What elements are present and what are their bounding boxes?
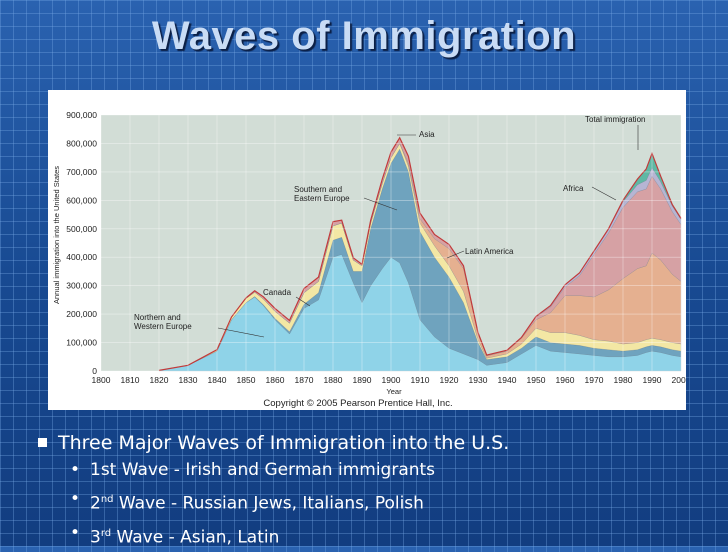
y-tick-label: 200,000 (66, 309, 97, 319)
y-axis-title: Annual immigration into the United State… (52, 166, 61, 304)
annotation-label-line2: Eastern Europe (294, 194, 350, 203)
dot-bullet-icon: • (70, 489, 81, 509)
annotation-label-line2: Western Europe (134, 322, 192, 331)
x-tick-label: 1860 (266, 375, 285, 385)
annotation-leader (295, 296, 311, 307)
x-tick-label: 1930 (469, 375, 488, 385)
y-tick-label: 400,000 (66, 252, 97, 262)
x-axis-title: Year (386, 387, 402, 396)
bullet-sub-1-text: 1st Wave - Irish and German immigrants (90, 460, 436, 480)
immigration-area-chart: 0 100,000 200,000 300,000 400,000 500,000 600,… (52, 95, 686, 409)
bullet-sub-2-num: 2 (90, 493, 101, 514)
annotation-leader (446, 250, 465, 259)
bullet-main-text: Three Major Waves of Immigration into th… (58, 432, 510, 454)
y-tick-label: 800,000 (66, 138, 97, 148)
copyright-text: Copyright © 2005 Pearson Prentice Hall, … (263, 398, 452, 409)
y-tick-label: 900,000 (66, 110, 97, 120)
x-tick-label: 1830 (179, 375, 198, 385)
x-tick-label: 1880 (324, 375, 343, 385)
annotation-label: Asia (419, 130, 435, 139)
bullet-list: Three Major Waves of Immigration into th… (38, 430, 718, 552)
x-tick-label: 1850 (237, 375, 256, 385)
y-tick-label: 100,000 (66, 338, 97, 348)
x-tick-label: 1800 (92, 375, 111, 385)
bullet-main: Three Major Waves of Immigration into th… (38, 430, 718, 456)
y-tick-label: 0 (92, 366, 97, 376)
annotation-label: Total immigration (585, 115, 645, 124)
y-tick-label: 600,000 (66, 195, 97, 205)
bullet-sub-3: • 3rd Wave - Asian, Latin (38, 519, 718, 552)
y-tick-label: 500,000 (66, 224, 97, 234)
x-tick-label: 1920 (440, 375, 459, 385)
x-tick-label: 1840 (208, 375, 227, 385)
annotation-label: Northern and (134, 313, 181, 322)
x-tick-label: 1900 (382, 375, 401, 385)
bullet-sub-3-sup: rd (100, 527, 112, 539)
x-tick-label: 1910 (411, 375, 430, 385)
y-tick-label: 300,000 (66, 281, 97, 291)
bullet-sub-3-num: 3 (90, 527, 101, 548)
dot-bullet-icon: • (70, 460, 81, 480)
annotation-leader (363, 197, 398, 211)
x-tick-label: 1870 (295, 375, 314, 385)
bullet-sub-3-text: Wave - Asian, Latin (111, 527, 280, 548)
x-tick-label: 1810 (121, 375, 140, 385)
x-tick-label: 2000 (672, 375, 686, 385)
bullet-sub-2-text: Wave - Russian Jews, Italians, Polish (113, 493, 424, 514)
x-tick-label: 1970 (585, 375, 604, 385)
x-tick-label: 1940 (498, 375, 517, 385)
x-tick-label: 1960 (556, 375, 575, 385)
slide-title: Waves of Immigration (151, 14, 577, 58)
y-tick-label: 700,000 (66, 167, 97, 177)
bullet-sub-2: • 2nd Wave - Russian Jews, Italians, Pol… (38, 485, 718, 519)
x-tick-label: 1990 (643, 375, 662, 385)
annotation-label: Southern and (294, 185, 342, 194)
bullet-sub-1: • 1st Wave - Irish and German immigrants (38, 456, 718, 485)
chart-panel: 0 100,000 200,000 300,000 400,000 500,000 600,… (48, 90, 686, 410)
x-tick-label: 1950 (527, 375, 546, 385)
annotation-label: Africa (563, 184, 584, 193)
annotation-leader (591, 186, 617, 201)
annotation-label: Latin America (465, 247, 514, 256)
x-tick-label: 1820 (150, 375, 169, 385)
x-tick-label: 1890 (353, 375, 372, 385)
dot-bullet-icon: • (70, 522, 81, 543)
square-bullet-icon (38, 438, 47, 447)
x-tick-label: 1980 (614, 375, 633, 385)
annotation-label: Canada (263, 288, 292, 297)
annotation-leader (217, 327, 265, 338)
bullet-sub-2-sup: nd (100, 494, 114, 505)
